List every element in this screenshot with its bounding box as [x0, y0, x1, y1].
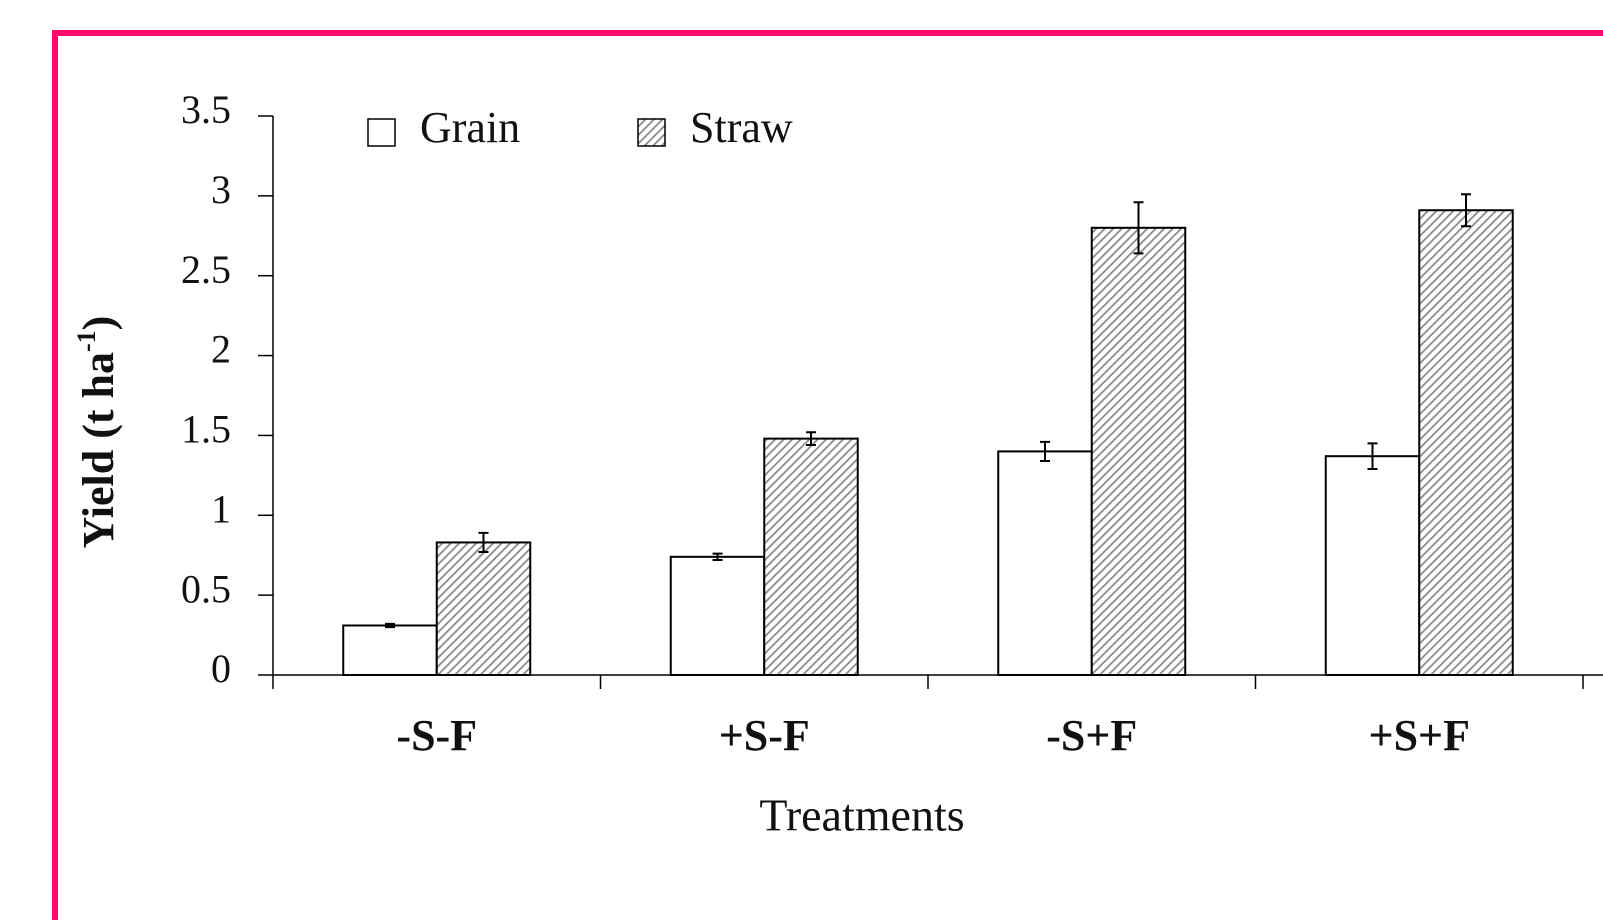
bar — [1418, 209, 1514, 677]
y-tick-label: 1 — [211, 486, 231, 531]
error-bar — [1367, 442, 1378, 470]
error-bar — [712, 552, 723, 562]
error-bar — [1040, 440, 1050, 462]
y-axis-title-close: ) — [74, 316, 123, 331]
bar — [1090, 226, 1187, 677]
y-axis-title-text: Yield (t ha — [74, 352, 123, 548]
x-axis-title: Treatments — [759, 790, 964, 841]
y-axis-title: Yield (t ha-1) — [72, 316, 123, 549]
bar — [763, 437, 859, 676]
x-tick-label: +S+F — [1369, 711, 1471, 760]
y-tick-label: 3 — [211, 167, 231, 212]
bar — [1324, 455, 1421, 677]
legend-swatch — [637, 118, 666, 147]
error-bar — [1133, 201, 1144, 255]
y-tick-label: 1.5 — [181, 407, 231, 452]
error-bar — [806, 431, 816, 447]
y-tick-label: 2.5 — [181, 247, 231, 292]
y-tick-label: 3.5 — [181, 87, 231, 132]
y-axis-title-sup: -1 — [72, 330, 101, 352]
error-bar — [1461, 193, 1471, 228]
y-tick-label: 2 — [211, 327, 231, 372]
y-tick-label: 0.5 — [181, 566, 231, 611]
legend-label: Grain — [420, 103, 520, 152]
legend-swatch — [367, 118, 396, 147]
bar — [997, 450, 1093, 676]
y-tick-label: 0 — [211, 646, 231, 691]
bar — [669, 555, 766, 676]
x-tick-label: +S-F — [719, 711, 810, 760]
x-tick-label: -S+F — [1046, 711, 1137, 760]
bar — [435, 541, 532, 676]
error-bar — [478, 531, 489, 554]
legend-label: Straw — [690, 103, 793, 152]
x-tick-label: -S-F — [396, 711, 477, 760]
frame — [52, 30, 1603, 920]
bar — [342, 624, 438, 677]
error-bar — [385, 622, 395, 629]
